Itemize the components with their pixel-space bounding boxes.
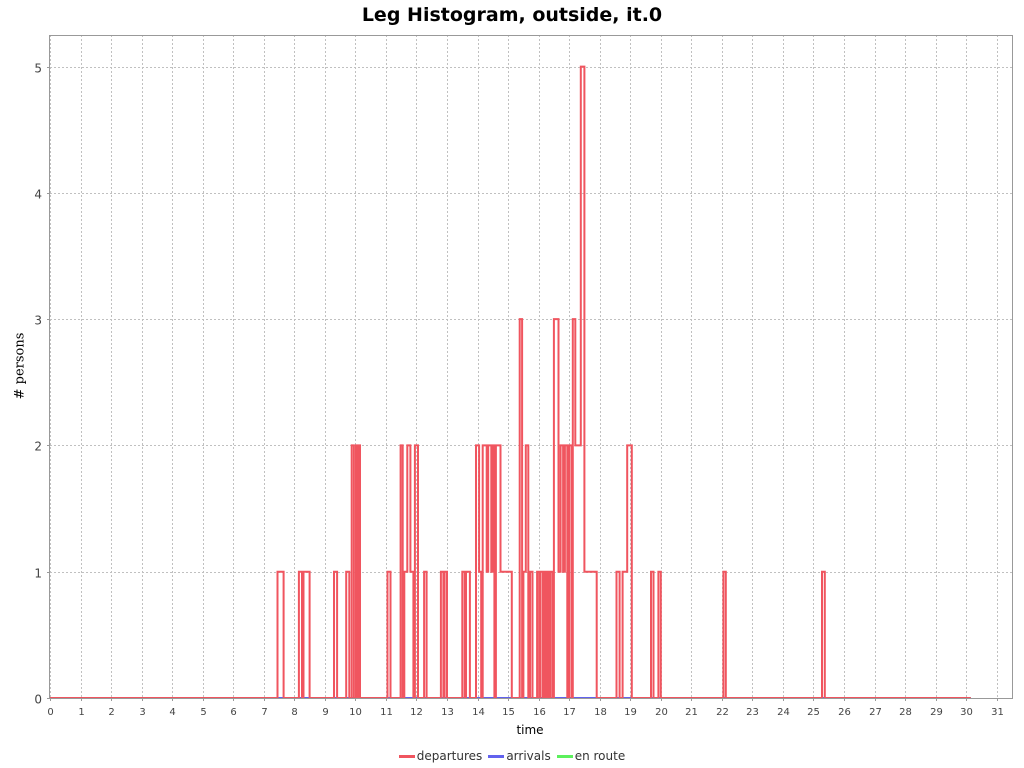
legend: departures arrivals en route bbox=[0, 749, 1024, 763]
x-tick-label: 23 bbox=[746, 707, 759, 718]
y-tick-label: 2 bbox=[34, 440, 42, 454]
y-tick-label: 1 bbox=[34, 567, 42, 581]
x-tick-label: 3 bbox=[139, 707, 145, 718]
y-tick-label: 0 bbox=[34, 693, 42, 707]
y-tick-label: 4 bbox=[34, 188, 42, 202]
legend-item-en-route: en route bbox=[556, 749, 626, 763]
tick-labels: 0 1 2 3 4 5 6 7 8 9 10 11 12 13 14 15 16 17 18 19 20 21 22 23 24… bbox=[34, 62, 1004, 719]
legend-item-arrivals: arrivals bbox=[488, 749, 551, 763]
x-tick-label: 7 bbox=[261, 707, 267, 718]
plot-frame bbox=[49, 35, 1013, 699]
x-axis-label: time bbox=[516, 723, 544, 737]
legend-label: arrivals bbox=[506, 749, 551, 763]
x-tick-label: 30 bbox=[960, 707, 973, 718]
x-tick-label: 26 bbox=[838, 707, 851, 718]
x-tick-label: 11 bbox=[380, 707, 393, 718]
x-tick-label: 2 bbox=[108, 707, 114, 718]
x-tick-label: 29 bbox=[930, 707, 943, 718]
x-tick-label: 14 bbox=[472, 707, 485, 718]
x-tick-label: 27 bbox=[869, 707, 882, 718]
series-line-departures bbox=[50, 65, 971, 699]
legend-item-departures: departures bbox=[398, 749, 483, 763]
x-tick-label: 19 bbox=[624, 707, 637, 718]
legend-swatch bbox=[488, 754, 505, 758]
x-tick-label: 1 bbox=[78, 707, 84, 718]
y-tick-label: 3 bbox=[34, 314, 42, 328]
legend-swatch bbox=[398, 754, 415, 758]
x-tick-label: 16 bbox=[533, 707, 546, 718]
x-tick-label: 31 bbox=[991, 707, 1004, 718]
x-tick-label: 17 bbox=[563, 707, 576, 718]
legend-swatch bbox=[556, 754, 573, 758]
series-layer bbox=[50, 65, 971, 699]
x-tick-label: 25 bbox=[807, 707, 820, 718]
legend-label: departures bbox=[416, 749, 483, 763]
x-tick-label: 9 bbox=[322, 707, 328, 718]
x-tick-label: 13 bbox=[441, 707, 454, 718]
y-tick-label: 5 bbox=[34, 62, 42, 76]
x-tick-label: 28 bbox=[899, 707, 912, 718]
legend-label: en route bbox=[574, 749, 626, 763]
chart-title: Leg Histogram, outside, it.0 bbox=[361, 4, 663, 26]
x-tick-label: 20 bbox=[655, 707, 668, 718]
y-axis-label: # persons bbox=[12, 332, 28, 400]
x-tick-label: 15 bbox=[502, 707, 515, 718]
x-tick-label: 4 bbox=[169, 707, 175, 718]
x-tick-label: 18 bbox=[594, 707, 607, 718]
x-tick-label: 24 bbox=[777, 707, 790, 718]
x-tick-label: 8 bbox=[291, 707, 297, 718]
x-tick-label: 12 bbox=[410, 707, 423, 718]
x-tick-label: 22 bbox=[716, 707, 729, 718]
x-tick-label: 10 bbox=[349, 707, 362, 718]
x-tick-label: 0 bbox=[47, 707, 53, 718]
x-tick-label: 5 bbox=[200, 707, 206, 718]
x-tick-label: 21 bbox=[685, 707, 698, 718]
x-tick-label: 6 bbox=[230, 707, 236, 718]
